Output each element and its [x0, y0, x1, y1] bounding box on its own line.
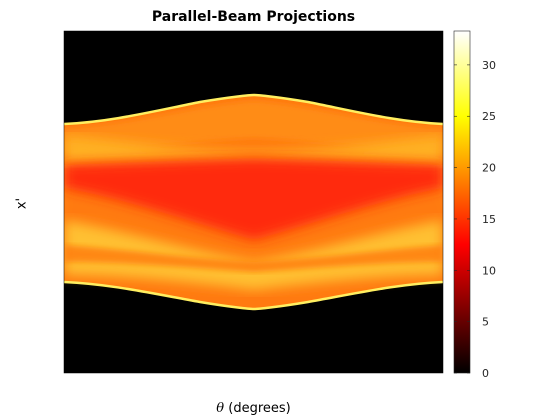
colorbar-border	[453, 30, 471, 374]
colorbar-tick-label: 15	[482, 213, 496, 226]
x-axis-label-text: (degrees)	[224, 401, 291, 416]
sinogram-band-yellow-bottom	[64, 220, 443, 290]
colorbar-tick-label: 20	[482, 162, 496, 175]
sinogram-band-orange-bottom	[64, 245, 443, 272]
colorbar-tick-label: 10	[482, 264, 496, 277]
plot-border	[63, 30, 444, 374]
sinogram-band-upper	[64, 101, 443, 152]
sinogram-band-yellow-top	[64, 135, 443, 165]
chart-title: Parallel-Beam Projections	[151, 9, 356, 25]
x-axis-label-symbol: θ	[216, 401, 225, 416]
edge-glow-right	[383, 155, 443, 235]
x-axis-label: θ (degrees)	[64, 401, 443, 416]
colorbar-ticks: 0 5 10 15 20 25 30	[454, 59, 496, 380]
colorbar	[454, 31, 470, 373]
heatmap-image	[64, 93, 443, 311]
edge-glow-left	[64, 165, 124, 245]
colorbar-tick-label: 5	[482, 316, 489, 329]
colorbar-tick-label: 25	[482, 110, 496, 123]
sinogram-core	[64, 158, 443, 240]
envelope-edge-top	[64, 93, 443, 126]
colorbar-tick-label: 0	[482, 367, 489, 380]
envelope-edge-bottom	[64, 280, 443, 311]
colorbar-tick-label: 30	[482, 59, 496, 72]
